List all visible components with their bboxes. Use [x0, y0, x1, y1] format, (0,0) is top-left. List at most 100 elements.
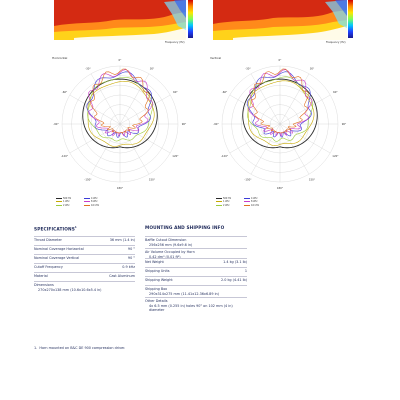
- polar-spoke: [279, 73, 310, 125]
- polar-vertical-legend: 500 Hz 1 kHz 2 kHz 4 kHz 8 kHz 16 kHz: [216, 197, 326, 209]
- polar-angle-label: 120°: [172, 154, 179, 158]
- polar-angle-label: 90°: [342, 122, 347, 126]
- row-value: Cast Aluminum: [109, 274, 135, 278]
- row-value: 0.42 dm³ (0.01 ft³): [149, 255, 181, 259]
- polar-angle-label: -150°: [244, 177, 252, 181]
- polar-curve: [89, 68, 150, 134]
- specifications-title-sup: 1: [74, 226, 77, 229]
- polar-spoke: [279, 94, 331, 125]
- legend-label: 500 Hz: [223, 197, 232, 200]
- legend-item: 8 kHz: [84, 200, 97, 203]
- row-value: 90 °: [127, 256, 135, 260]
- polar-horizontal-title: Horizontal: [52, 56, 68, 60]
- polar-curve: [242, 78, 318, 149]
- row-label: Other Details: [145, 299, 168, 303]
- table-divider: [145, 285, 247, 286]
- table-divider: [145, 297, 247, 298]
- legend-label: 2 kHz: [63, 203, 70, 207]
- legend-swatch: [244, 204, 250, 206]
- legend-label: 4 kHz: [251, 197, 258, 200]
- table-divider: [34, 281, 135, 282]
- row-value: 270x270x138 mm (10.6x10.6x5.4 in): [38, 288, 102, 292]
- polar-horizontal-legend: 500 Hz 1 kHz 2 kHz 4 kHz 8 kHz 16 kHz: [56, 197, 166, 209]
- polar-curve: [250, 68, 309, 134]
- row-value: 2.0 kg (4.41 lb): [220, 278, 247, 282]
- table-row: Air Volume Occupied by Horn 0.42 dm³ (0.0…: [145, 250, 247, 259]
- row-value: 256x256 mm (9.6x9.6 in): [149, 243, 193, 247]
- polar-angle-label: 180°: [117, 186, 124, 190]
- table-row: Other Details 4x 6.5 mm (0.255 in) holes …: [145, 299, 247, 314]
- table-row: Shipping Box 290x314x275 mm (11.41x12.36x…: [145, 287, 247, 297]
- polar-vertical-chart: 0° 30° 60° 90° 120° 150° 180° -150° -120° -90° -60…: [213, 58, 347, 190]
- polar-angle-label: 0°: [279, 58, 283, 62]
- heatmap-right-axis-label: Frequency (Hz): [326, 41, 346, 44]
- polar-horizontal-chart: 0° 30° 60° 90° 120° 150° 180° -150° -120° -90° -60…: [53, 58, 187, 190]
- mounting-title: MOUNTING AND SHIPPING INFO: [145, 226, 225, 231]
- polar-horizontal-angle-labels: 0° 30° 60° 90° 120° 150° 180° -150° -120° -90° -60…: [53, 58, 187, 190]
- heatmap-vertical-plot: [213, 0, 347, 40]
- footnote-number: 1.: [34, 346, 38, 350]
- row-label: Shipping Units: [145, 269, 170, 273]
- row-label: Net Weight: [145, 260, 164, 264]
- polar-curve: [246, 71, 312, 138]
- table-row: Baffle Cutout Dimension 256x256 mm (9.6x9…: [145, 238, 247, 248]
- polar-spoke: [90, 73, 121, 125]
- legend-swatch: [216, 201, 222, 203]
- legend-label: 1 kHz: [63, 200, 70, 204]
- specifications-title: SPECIFICATIONS1: [34, 226, 77, 232]
- polar-angle-label: -90°: [213, 122, 219, 126]
- heatmap-colorbar-right: [348, 0, 353, 38]
- legend-item: 4 kHz: [244, 197, 257, 200]
- row-label: Nominal Coverage Vertical: [34, 256, 80, 260]
- table-row: Throat Diameter 36 mm (1.4 in): [34, 238, 135, 245]
- polar-angle-label: 150°: [149, 177, 156, 181]
- row-value: 290x314x275 mm (11.41x12.36x6.89 in): [149, 292, 219, 296]
- row-label: Air Volume Occupied by Horn: [145, 250, 195, 254]
- table-divider: [145, 267, 247, 268]
- polar-vertical-title: Vertical: [210, 56, 222, 60]
- legend-item: 1 kHz: [216, 200, 229, 203]
- polar-spoke: [229, 94, 281, 125]
- table-divider: [34, 263, 135, 264]
- polar-spoke: [279, 123, 331, 154]
- heatmap-horizontal: [54, 0, 186, 40]
- table-divider: [145, 236, 247, 237]
- polar-angle-label: -90°: [53, 122, 59, 126]
- polar-spoke: [250, 123, 281, 175]
- table-row: Shipping Weight 2.0 kg (4.41 lb): [145, 278, 247, 285]
- table-row: Shipping Units 1: [145, 269, 247, 276]
- legend-swatch: [84, 198, 90, 199]
- polar-angle-label: -30°: [85, 67, 91, 71]
- row-value: 90 °: [127, 247, 135, 251]
- polar-spoke: [229, 123, 281, 154]
- polar-angle-label: -60°: [62, 90, 68, 94]
- polar-vertical-angle-labels: 0° 30° 60° 90° 120° 150° 180° -150° -120° -90° -60…: [213, 58, 347, 190]
- table-row: Net Weight 1.4 kg (3.1 lb): [145, 260, 247, 267]
- legend-item: 1 kHz: [56, 200, 69, 203]
- legend-item: 500 Hz: [216, 197, 231, 200]
- legend-swatch: [244, 198, 250, 199]
- legend-label: 500 Hz: [63, 197, 72, 200]
- polar-angle-label: 120°: [332, 154, 339, 158]
- legend-label: 4 kHz: [91, 197, 98, 200]
- specifications-title-text: SPECIFICATIONS: [34, 227, 75, 233]
- table-row: Material Cast Aluminum: [34, 274, 135, 281]
- polar-spoke: [69, 94, 121, 125]
- legend-item: 2 kHz: [216, 204, 229, 207]
- legend-item: 500 Hz: [56, 197, 71, 200]
- polar-angle-label: -120°: [61, 154, 69, 158]
- table-divider: [145, 258, 247, 259]
- polar-angle-label: 60°: [333, 90, 338, 94]
- row-value: 4x 6.5 mm (0.255 in) holes 90° on 102 mm…: [149, 304, 233, 312]
- table-divider: [34, 236, 135, 237]
- table-divider: [145, 248, 247, 249]
- legend-item: 16 kHz: [84, 204, 99, 207]
- legend-item: 8 kHz: [244, 200, 257, 203]
- polar-horizontal-curves: [82, 68, 158, 149]
- legend-swatch: [84, 201, 90, 203]
- legend-swatch: [56, 204, 62, 206]
- heatmap-left-axis-label: Frequency (Hz): [165, 41, 185, 44]
- legend-label: 8 kHz: [251, 200, 258, 204]
- polar-spoke: [250, 73, 281, 125]
- table-divider: [34, 254, 135, 255]
